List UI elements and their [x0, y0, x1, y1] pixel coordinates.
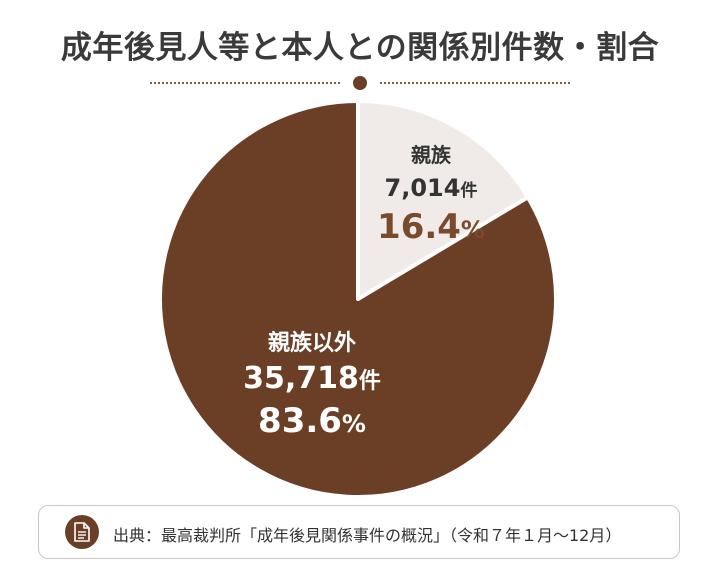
- slice-count-unit-non-relatives: 件: [359, 369, 381, 394]
- slice-count-value-non-relatives: 35,718: [243, 361, 359, 396]
- slice-percent-value-non-relatives: 83.6: [258, 401, 342, 441]
- source-box: 出典：最高裁判所「成年後見関係事件の概況」（令和７年１月〜12月）: [38, 505, 680, 559]
- slice-label-non-relatives: 親族以外: [268, 330, 356, 356]
- divider-dots-right: [380, 82, 570, 84]
- slice-percent-unit-non-relatives: %: [342, 410, 366, 438]
- slice-label-text-non-relatives: 親族以外: [268, 330, 356, 356]
- document-icon: [65, 515, 99, 549]
- pie-slice-relatives: [356, 99, 530, 301]
- slice-label-relatives: 親族: [411, 143, 452, 167]
- slice-count-relatives: 7,014件: [385, 174, 478, 202]
- divider-dots-left: [150, 82, 340, 84]
- source-text: 出典：最高裁判所「成年後見関係事件の概況」（令和７年１月〜12月）: [113, 526, 622, 545]
- slice-count-non-relatives: 35,718件: [243, 361, 381, 396]
- slice-percent-value-relatives: 16.4: [377, 207, 461, 247]
- slice-count-value-relatives: 7,014: [385, 174, 461, 202]
- slice-percent-relatives: 16.4%: [377, 207, 485, 247]
- slice-percent-non-relatives: 83.6%: [258, 401, 366, 441]
- slice-label-text-relatives: 親族: [411, 143, 452, 167]
- chart-title: 成年後見人等と本人との関係別件数・割合: [60, 30, 660, 66]
- pie-chart-area: 親族 7,014件 16.4% 親族以外 35,718件 83.6%: [158, 99, 558, 499]
- title-divider: [150, 76, 570, 90]
- slice-count-unit-relatives: 件: [460, 180, 477, 201]
- pie-slice-non-relatives: [158, 99, 558, 499]
- slice-percent-unit-relatives: %: [461, 216, 485, 244]
- divider-center-dot: [353, 76, 367, 90]
